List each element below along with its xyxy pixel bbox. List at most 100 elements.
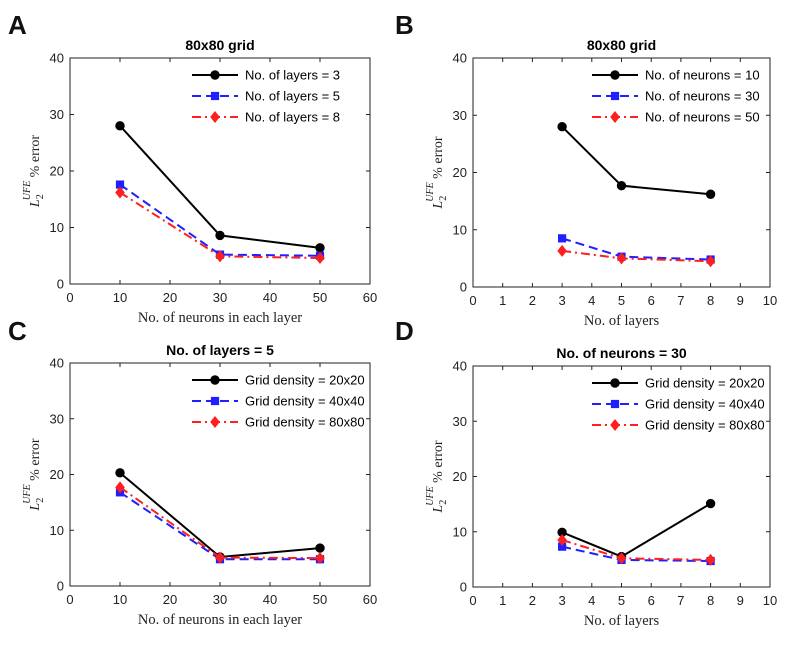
legend-marker [610, 378, 620, 388]
legend-marker [210, 375, 220, 385]
data-point [557, 244, 567, 257]
data-point [705, 189, 716, 199]
chart-title: 80x80 grid [587, 37, 656, 53]
y-tick-label: 20 [50, 467, 64, 482]
legend-item: Grid density = 20x20 [192, 373, 365, 388]
data-point [315, 552, 325, 565]
y-tick-label: 0 [460, 580, 467, 595]
y-tick-label: 20 [50, 164, 64, 179]
x-axis-label: No. of neurons in each layer [138, 310, 302, 326]
data-point [705, 255, 716, 268]
legend-item: No. of layers = 5 [192, 89, 340, 104]
data-point [558, 234, 567, 243]
x-tick-label: 30 [213, 290, 227, 305]
panel-c: C No. of layers = 5 0 10 20 30 40 50 60 0 10 20 30 40… [8, 316, 377, 628]
legend-item: No. of layers = 8 [192, 110, 340, 125]
y-label-text: % error [28, 135, 43, 181]
legend-label: Grid density = 40x40 [645, 397, 765, 412]
legend-label: No. of layers = 3 [245, 68, 340, 83]
panel-letter: A [8, 10, 27, 40]
legend: Grid density = 20x20 Grid density = 40x40… [192, 373, 365, 430]
legend-item: Grid density = 20x20 [592, 376, 765, 391]
legend-marker [210, 91, 220, 101]
data-point [557, 122, 567, 132]
y-label-text: % error [431, 136, 446, 182]
x-tick-label: 60 [363, 290, 377, 305]
y-tick-label: 40 [453, 359, 467, 374]
data-point [557, 534, 567, 547]
x-tick-label: 8 [707, 593, 714, 608]
y-tick-label: 10 [50, 220, 64, 235]
legend-label: Grid density = 40x40 [245, 394, 365, 409]
x-tick-label: 1 [499, 293, 506, 308]
legend-marker [610, 91, 620, 101]
x-tick-label: 7 [677, 593, 684, 608]
series-line [561, 502, 712, 558]
x-tick-label: 40 [263, 592, 277, 607]
x-tick-label: 20 [163, 290, 177, 305]
legend-label: Grid density = 80x80 [245, 415, 365, 430]
series-2 [115, 180, 325, 260]
y-label-symbol: L [431, 201, 446, 210]
x-tick-label: 6 [648, 593, 655, 608]
series-line [561, 125, 711, 196]
data-point [705, 498, 716, 509]
legend-marker [210, 70, 220, 80]
legend-label: No. of neurons = 30 [645, 89, 760, 104]
data-point [616, 552, 627, 565]
data-point [215, 230, 225, 241]
data-point [315, 543, 325, 553]
x-tick-label: 0 [66, 290, 73, 305]
panel-letter: D [395, 316, 414, 346]
x-tick-label: 4 [588, 593, 595, 608]
x-tick-label: 3 [558, 293, 565, 308]
legend-item: Grid density = 40x40 [592, 397, 765, 412]
legend-item: Grid density = 80x80 [592, 418, 765, 433]
x-tick-label: 50 [313, 290, 327, 305]
y-tick-label: 10 [50, 523, 64, 538]
y-label-superscript: UFE [22, 181, 33, 200]
y-label-symbol: L [28, 503, 43, 512]
x-tick-label: 8 [707, 293, 714, 308]
y-label-text: % error [28, 438, 43, 484]
data-point [215, 551, 225, 564]
y-label-subscript: 2 [35, 194, 46, 199]
x-tick-label: 60 [363, 592, 377, 607]
data-point [315, 243, 325, 253]
x-tick-label: 3 [558, 593, 565, 608]
x-tick-label: 2 [529, 593, 536, 608]
legend-item: No. of neurons = 10 [592, 68, 760, 83]
legend-marker [610, 418, 620, 432]
x-axis-label: No. of layers [584, 613, 660, 629]
panel-d: D No. of neurons = 30 0 1 2 3 4 5 6 7 8 9 10 0 10 20 30 4… [395, 316, 777, 629]
legend-item: Grid density = 80x80 [192, 415, 365, 430]
series-1 [115, 468, 325, 562]
panel-letter: B [395, 10, 414, 40]
series-3 [115, 481, 325, 565]
series-line [119, 125, 321, 249]
y-tick-label: 20 [453, 165, 467, 180]
legend: Grid density = 20x20 Grid density = 40x40… [592, 376, 765, 433]
y-label-superscript: UFE [425, 486, 436, 505]
legend-marker [610, 110, 620, 124]
panel-b: B 80x80 grid 0 1 2 3 4 5 6 7 8 9 10 0 10 20 30 40 No. of l… [395, 10, 777, 329]
y-label-superscript: UFE [425, 182, 436, 201]
legend-item: Grid density = 40x40 [192, 394, 365, 409]
y-tick-label: 30 [453, 108, 467, 123]
data-point [315, 252, 325, 265]
legend-marker [610, 399, 620, 409]
series-3 [557, 244, 716, 268]
x-tick-label: 9 [737, 593, 744, 608]
y-axis-label: L2UFE % error [22, 438, 46, 511]
x-tick-label: 10 [763, 593, 777, 608]
series-line [119, 472, 321, 559]
legend-label: Grid density = 80x80 [645, 418, 765, 433]
y-tick-label: 0 [57, 277, 64, 292]
series-3 [557, 534, 716, 566]
series-line [119, 183, 321, 257]
series-line [561, 237, 711, 261]
y-tick-label: 40 [50, 51, 64, 66]
x-tick-label: 10 [113, 592, 127, 607]
data-point [616, 180, 627, 191]
